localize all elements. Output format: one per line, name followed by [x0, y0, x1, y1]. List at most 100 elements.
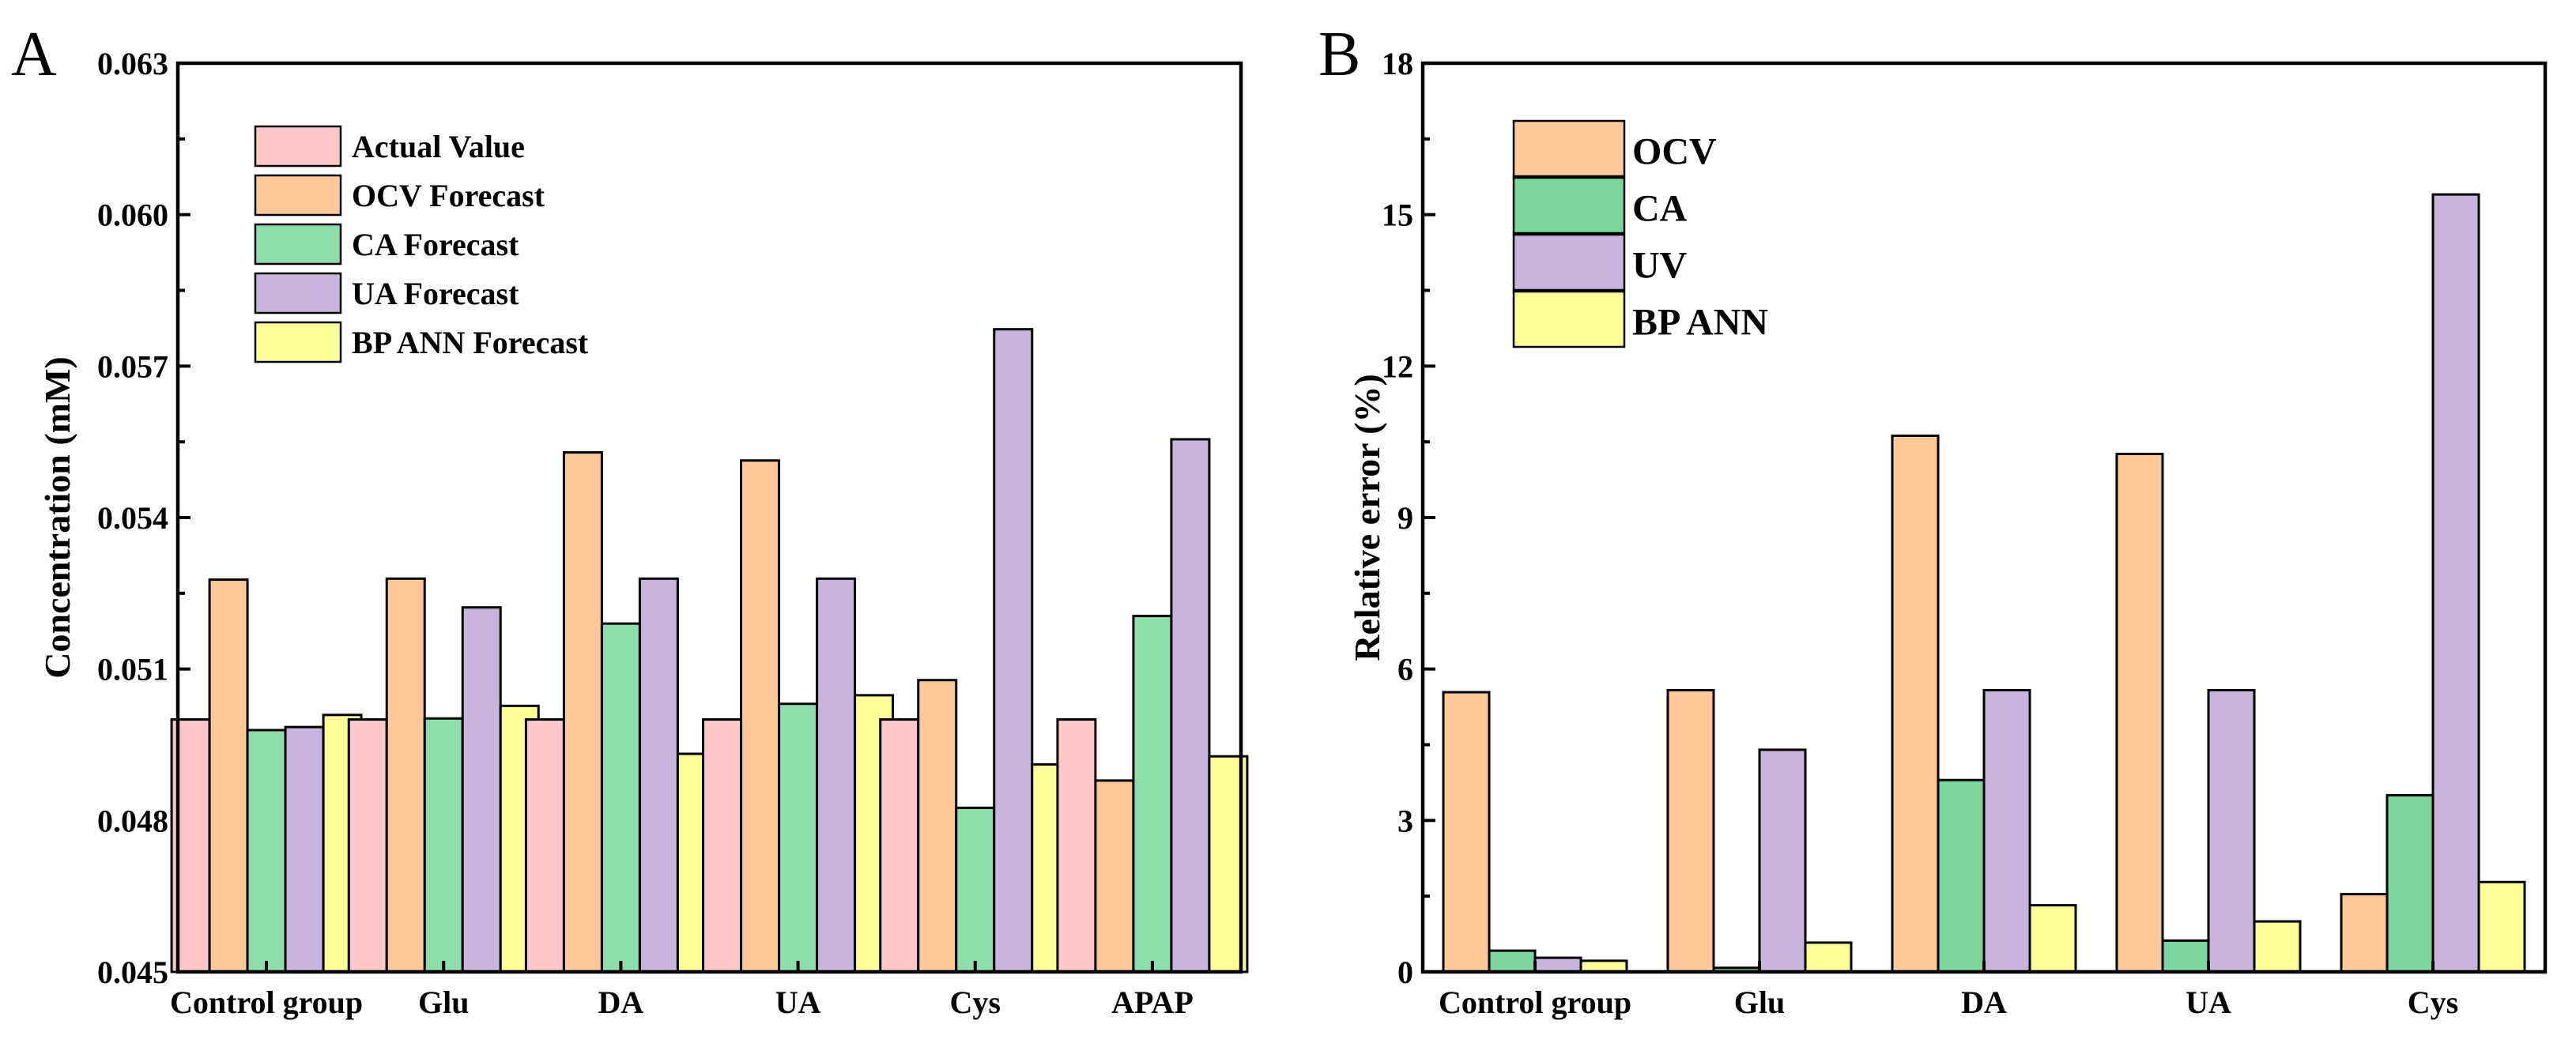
y-tick-label: 0.054: [97, 500, 168, 536]
bar-ua-forecast: [461, 606, 502, 973]
x-category-label: UA: [2186, 985, 2231, 1020]
bar-bp-ann: [2028, 904, 2077, 973]
bar-ocv: [1891, 435, 1940, 973]
x-category-label: Control group: [170, 985, 363, 1020]
bar-ca-forecast: [955, 806, 996, 973]
bar-uv: [1982, 689, 2031, 973]
bar-actual-value: [879, 718, 920, 973]
legend-label: BP ANN: [1632, 302, 1768, 344]
legend-swatch: [254, 125, 342, 168]
bar-ca: [2386, 793, 2435, 973]
bars-a: [170, 328, 1249, 973]
bar-uv: [2431, 193, 2480, 973]
bar-ocv: [1442, 691, 1491, 973]
legend-a: Actual Value OCV Forecast CA Forecast UA Fo…: [254, 125, 589, 363]
y-ticks-b: 0 3 6 9 12 15 18: [1382, 46, 1435, 990]
bar-actual-value: [524, 718, 565, 973]
y-tick-label: 15: [1382, 198, 1413, 233]
y-tick-label: 0.057: [97, 348, 168, 384]
bar-ca-forecast: [423, 717, 464, 973]
legend-label: BP ANN Forecast: [352, 325, 589, 360]
y-tick-label: 12: [1382, 348, 1413, 384]
bar-ua-forecast: [638, 577, 679, 973]
category-labels-b: Control group Glu DA UA Cys: [1439, 961, 2458, 1020]
x-category-label: DA: [598, 985, 644, 1020]
category-labels-a: Control group Glu DA UA Cys APAP: [170, 961, 1194, 1020]
bar-ocv-forecast: [562, 451, 603, 973]
legend-label: UA Forecast: [352, 276, 519, 311]
legend-swatch: [254, 272, 342, 314]
bar-ca: [2161, 939, 2210, 973]
y-tick-label: 18: [1382, 46, 1413, 81]
x-category-label: Cys: [2408, 985, 2458, 1020]
y-tick-label: 0.045: [97, 955, 168, 990]
legend-swatch: [254, 174, 342, 217]
bar-ca: [1937, 778, 1986, 973]
y-tick-label: 0.063: [97, 46, 168, 81]
x-category-label: DA: [1961, 985, 2007, 1020]
bar-ocv-forecast: [1094, 779, 1135, 973]
y-tick-label: 3: [1397, 803, 1413, 838]
bar-actual-value: [702, 718, 743, 973]
bar-bp-ann: [2253, 920, 2302, 973]
legend-label: CA: [1632, 188, 1688, 230]
bar-actual-value: [1056, 718, 1097, 973]
y-tick-label: 9: [1397, 500, 1413, 536]
bar-ocv: [2115, 453, 2164, 973]
bar-ocv-forecast: [917, 679, 958, 973]
legend-b: OCV CA UV BP ANN: [1512, 119, 1768, 348]
y-ticks-a: 0.045 0.048 0.051 0.054 0.057 0.060 0.063: [97, 46, 190, 990]
bar-ca-forecast: [600, 622, 641, 973]
plot-frame-b: [1420, 61, 2548, 974]
bar-ocv-forecast: [740, 459, 781, 973]
panel-a: A Concentration (mM) 0.045 0.048 0.051 0.05…: [11, 20, 1249, 1020]
y-tick-label: 6: [1397, 652, 1413, 687]
x-category-label: Glu: [1734, 985, 1785, 1020]
legend-label: CA Forecast: [352, 227, 519, 262]
legend-swatch: [1512, 119, 1626, 178]
plot-frame-a: [175, 61, 1243, 974]
bar-uv: [2207, 689, 2256, 973]
y-axis-label-b: Relative error (%): [1347, 374, 1387, 661]
bar-actual-value: [347, 718, 388, 973]
bar-ca-forecast: [246, 729, 287, 973]
legend-swatch: [254, 321, 342, 363]
x-category-label: UA: [775, 985, 821, 1020]
bar-ua-forecast: [284, 725, 325, 973]
bar-ca: [1488, 949, 1537, 973]
bar-ca-forecast: [1132, 615, 1173, 973]
legend-label: OCV Forecast: [352, 178, 545, 213]
legend-swatch: [1512, 233, 1626, 292]
x-category-label: Control group: [1439, 985, 1631, 1020]
bar-bp-ann: [2477, 880, 2526, 973]
bar-ua-forecast: [1170, 438, 1211, 973]
legend-swatch: [1512, 290, 1626, 348]
bar-ocv: [1666, 689, 1715, 973]
x-category-label: Glu: [418, 985, 469, 1020]
bar-ua-forecast: [993, 328, 1034, 973]
y-tick-label: 0.048: [97, 803, 168, 838]
legend-swatch: [1512, 176, 1626, 235]
legend-swatch: [254, 223, 342, 265]
panel-label-a: A: [11, 20, 57, 89]
legend-label: OCV: [1632, 131, 1717, 173]
bar-uv: [1533, 956, 1582, 973]
bar-ua-forecast: [816, 577, 857, 973]
bar-bp-ann: [1804, 941, 1853, 973]
bar-ocv-forecast: [385, 577, 426, 973]
y-axis-label-a: Concentration (mM): [37, 356, 77, 679]
y-tick-label: 0.051: [97, 652, 168, 687]
bar-ocv-forecast: [208, 578, 249, 973]
bar-ca-forecast: [778, 702, 819, 973]
x-category-label: Cys: [950, 985, 1001, 1020]
bars-b: [1442, 193, 2526, 973]
legend-label: UV: [1632, 245, 1688, 287]
panel-label-b: B: [1318, 20, 1360, 89]
panel-b: B Relative error (%) 0 3 6 9 12 15 18 Control …: [1318, 20, 2548, 1020]
bar-ocv: [2340, 893, 2389, 973]
x-category-label: APAP: [1111, 985, 1194, 1020]
y-tick-label: 0: [1397, 955, 1413, 990]
bar-uv: [1758, 748, 1807, 973]
y-tick-label: 0.060: [97, 198, 168, 233]
